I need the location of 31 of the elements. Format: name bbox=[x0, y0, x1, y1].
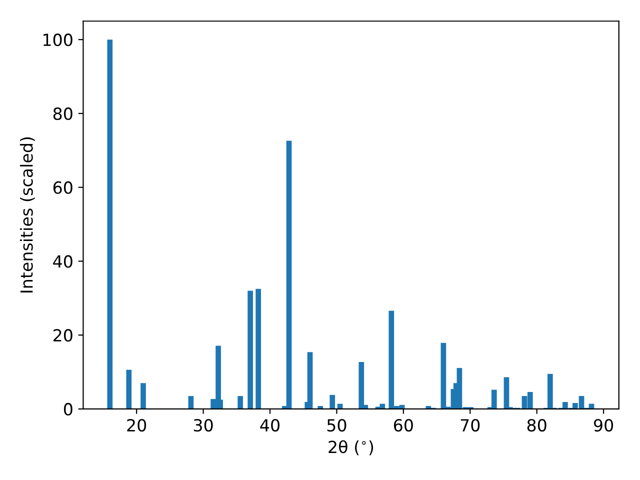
y-axis-title: Intensities (scaled) bbox=[20, 137, 35, 292]
bar bbox=[358, 362, 364, 409]
x-tick-label: 40 bbox=[260, 418, 280, 432]
bar bbox=[188, 396, 194, 409]
x-tick-label: 70 bbox=[460, 418, 480, 432]
x-tick-label: 50 bbox=[327, 418, 346, 432]
y-tick-label: 100 bbox=[43, 34, 72, 46]
x-tick-label: 90 bbox=[594, 418, 614, 432]
x-tick-label: 30 bbox=[194, 418, 213, 432]
x-tick-label: 60 bbox=[394, 418, 413, 432]
y-tick-label: 40 bbox=[53, 255, 72, 268]
y-tick-label: 60 bbox=[53, 181, 72, 194]
bar bbox=[491, 390, 497, 409]
bar bbox=[307, 352, 313, 409]
y-tick-label: 0 bbox=[64, 402, 72, 416]
bar bbox=[107, 40, 113, 409]
bar bbox=[248, 290, 253, 409]
x-axis-title: 2θ ($^{∘}$) bbox=[328, 440, 374, 456]
bar bbox=[140, 383, 146, 409]
y-tick-label: 20 bbox=[53, 329, 72, 342]
bar bbox=[238, 396, 243, 409]
bar bbox=[330, 394, 336, 409]
x-tick-label: 20 bbox=[127, 418, 146, 432]
x-tick-label: 80 bbox=[527, 418, 546, 432]
y-tick-label: 80 bbox=[53, 107, 72, 120]
bar bbox=[548, 374, 553, 409]
bar bbox=[126, 370, 132, 409]
bar bbox=[256, 288, 261, 409]
bar bbox=[504, 377, 510, 409]
bar bbox=[286, 140, 292, 409]
bar bbox=[380, 404, 386, 409]
